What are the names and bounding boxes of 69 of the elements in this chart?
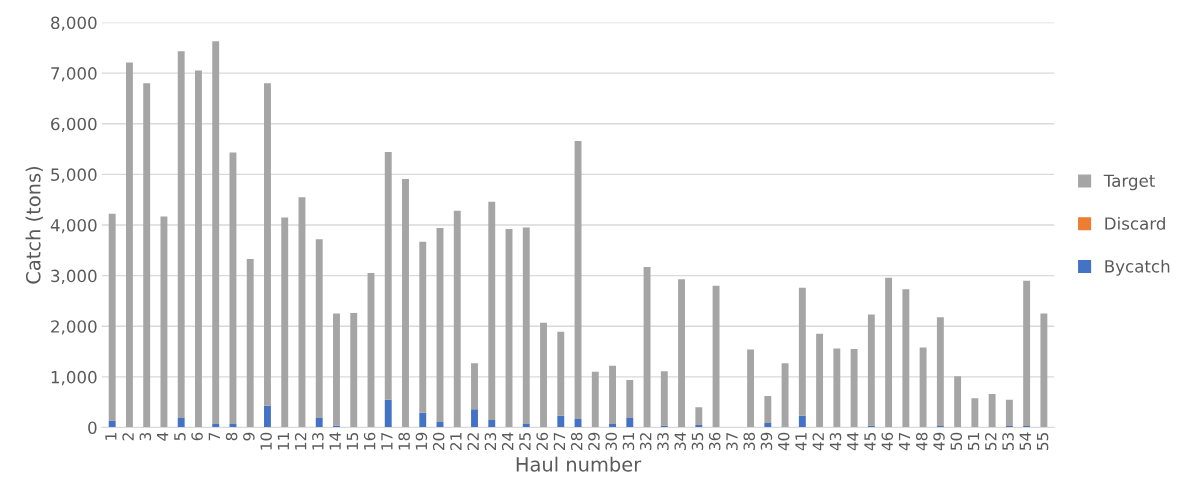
x-tick-label: 5 [174,433,186,441]
x-tick-label: 1 [105,433,117,440]
y-tick-label: 4,000 [50,218,97,234]
x-tick-label: 23 [484,432,497,450]
y-tick-label: 3,000 [51,269,97,284]
x-axis-title: Haul number [516,456,642,472]
x-tick-label: 9 [243,432,255,441]
legend-label: Target [1103,174,1155,191]
x-tick-label: 44 [847,432,859,451]
x-tick-label: 18 [398,432,410,450]
x-tick-label: 2 [122,433,134,441]
x-tick-label: 43 [829,432,842,451]
x-tick-label: 55 [1036,433,1049,450]
x-tick-label: 46 [881,432,894,451]
x-tick-label: 8 [225,432,238,441]
x-tick-label: 53 [1002,432,1014,450]
x-tick-label: 16 [363,432,376,450]
legend-label: Bycatch [1105,259,1170,276]
x-tick-label: 6 [191,432,203,441]
x-tick-label: 47 [898,432,911,451]
x-tick-label: 36 [708,432,721,450]
x-tick-label: 10 [260,432,272,450]
y-axis-title: Catch (tons) [25,166,43,284]
x-tick-label: 40 [777,432,790,451]
x-tick-label: 17 [381,432,393,450]
x-tick-label: 14 [329,432,341,450]
x-tick-label: 4 [157,432,169,441]
y-tick-label: 5,000 [51,168,97,183]
x-tick-label: 7 [208,432,220,441]
x-tick-label: 13 [312,432,324,450]
x-tick-label: 30 [605,432,617,450]
x-tick-label: 39 [760,432,773,450]
x-tick-label: 21 [450,433,462,450]
x-tick-label: 26 [536,432,548,450]
x-tick-label: 31 [622,433,635,450]
x-tick-label: 49 [933,432,945,451]
x-tick-label: 48 [915,432,928,451]
y-tick-label: 0 [88,421,97,435]
x-tick-label: 51 [967,433,980,450]
x-tick-label: 38 [743,432,756,450]
x-tick-label: 24 [501,432,514,450]
x-tick-label: 54 [1019,432,1032,450]
x-tick-label: 45 [864,433,876,451]
x-tick-label: 25 [519,433,531,450]
x-tick-label: 34 [674,432,686,450]
x-tick-label: 50 [950,432,963,450]
x-tick-label: 22 [467,433,479,450]
x-tick-label: 11 [277,433,289,450]
y-tick-label: 2,000 [51,320,97,335]
x-tick-label: 29 [588,432,600,450]
x-tick-label: 19 [415,432,428,450]
legend-label: Discard [1105,216,1165,230]
x-tick-label: 37 [726,432,738,450]
x-tick-label: 27 [553,432,565,450]
x-tick-label: 20 [432,432,445,450]
x-tick-label: 41 [795,433,807,451]
x-tick-label: 35 [691,433,704,450]
y-tick-label: 6,000 [51,117,97,133]
x-tick-label: 28 [570,432,583,450]
x-tick-label: 32 [639,433,652,450]
y-tick-label: 1,000 [51,370,97,386]
y-tick-label: 8,000 [51,16,97,31]
x-tick-label: 15 [346,433,359,450]
x-tick-label: 12 [294,433,307,450]
x-tick-label: 33 [657,432,669,450]
x-tick-label: 3 [139,432,152,441]
x-tick-label: 52 [985,433,997,450]
y-tick-label: 7,000 [51,67,97,82]
x-tick-label: 42 [812,433,824,451]
